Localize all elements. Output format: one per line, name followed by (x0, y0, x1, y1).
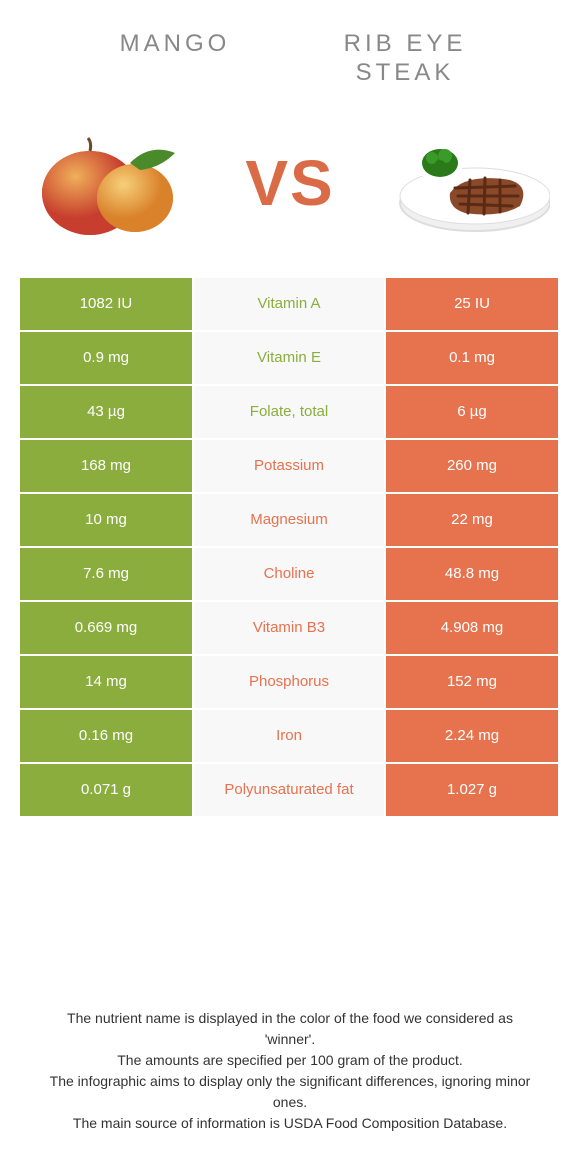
right-value: 152 mg (386, 656, 558, 708)
steak-illustration (380, 118, 550, 248)
left-value: 1082 IU (20, 278, 192, 330)
left-value: 168 mg (20, 440, 192, 492)
table-row: 0.071 gPolyunsaturated fat1.027 g (20, 764, 560, 816)
nutrient-table: 1082 IUVitamin A25 IU0.9 mgVitamin E0.1 … (20, 278, 560, 816)
mango-illustration (30, 118, 200, 248)
nutrient-name: Magnesium (194, 494, 384, 546)
table-row: 7.6 mgCholine48.8 mg (20, 548, 560, 600)
nutrient-name: Potassium (194, 440, 384, 492)
table-row: 14 mgPhosphorus152 mg (20, 656, 560, 708)
left-value: 0.071 g (20, 764, 192, 816)
right-food-title: Rib eye steak (290, 30, 520, 88)
table-row: 43 µgFolate, total6 µg (20, 386, 560, 438)
left-value: 14 mg (20, 656, 192, 708)
nutrient-name: Polyunsaturated fat (194, 764, 384, 816)
right-value: 25 IU (386, 278, 558, 330)
left-value: 43 µg (20, 386, 192, 438)
right-value: 6 µg (386, 386, 558, 438)
left-value: 0.9 mg (20, 332, 192, 384)
right-value: 4.908 mg (386, 602, 558, 654)
left-food-title: Mango (60, 30, 290, 88)
table-row: 0.9 mgVitamin E0.1 mg (20, 332, 560, 384)
vs-label: VS (245, 146, 334, 220)
right-value: 2.24 mg (386, 710, 558, 762)
nutrient-name: Vitamin A (194, 278, 384, 330)
right-value: 0.1 mg (386, 332, 558, 384)
table-row: 168 mgPotassium260 mg (20, 440, 560, 492)
header: Mango Rib eye steak (0, 0, 580, 98)
footer-line: The nutrient name is displayed in the co… (40, 1008, 540, 1050)
table-row: 10 mgMagnesium22 mg (20, 494, 560, 546)
footer-line: The main source of information is USDA F… (40, 1113, 540, 1134)
right-value: 260 mg (386, 440, 558, 492)
footer-line: The amounts are specified per 100 gram o… (40, 1050, 540, 1071)
right-value: 1.027 g (386, 764, 558, 816)
left-value: 0.669 mg (20, 602, 192, 654)
nutrient-name: Folate, total (194, 386, 384, 438)
nutrient-name: Choline (194, 548, 384, 600)
table-row: 0.669 mgVitamin B34.908 mg (20, 602, 560, 654)
images-row: VS (0, 98, 580, 278)
nutrient-name: Vitamin B3 (194, 602, 384, 654)
nutrient-name: Iron (194, 710, 384, 762)
right-value: 22 mg (386, 494, 558, 546)
table-row: 1082 IUVitamin A25 IU (20, 278, 560, 330)
right-value: 48.8 mg (386, 548, 558, 600)
left-value: 7.6 mg (20, 548, 192, 600)
footer-line: The infographic aims to display only the… (40, 1071, 540, 1113)
nutrient-name: Phosphorus (194, 656, 384, 708)
footer-notes: The nutrient name is displayed in the co… (0, 1008, 580, 1134)
table-row: 0.16 mgIron2.24 mg (20, 710, 560, 762)
left-value: 0.16 mg (20, 710, 192, 762)
nutrient-name: Vitamin E (194, 332, 384, 384)
left-value: 10 mg (20, 494, 192, 546)
